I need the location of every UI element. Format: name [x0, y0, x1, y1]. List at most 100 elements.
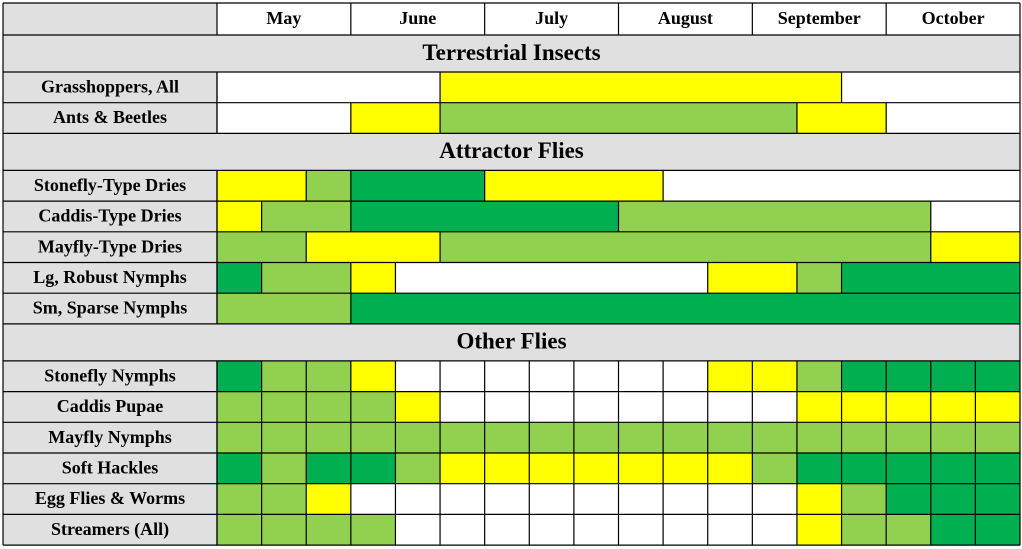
- season-cell: [217, 514, 262, 546]
- season-cell: [841, 422, 887, 453]
- season-cell: [975, 453, 1020, 484]
- section-band: [3, 323, 1020, 361]
- season-cell: [707, 360, 753, 392]
- season-cell: [930, 201, 1020, 232]
- season-cell: [841, 391, 887, 423]
- season-cell: [930, 391, 976, 423]
- season-cell: [306, 453, 351, 484]
- season-cell: [350, 262, 396, 294]
- season-cell: [395, 391, 441, 423]
- season-cell: [306, 170, 351, 202]
- season-cell: [886, 483, 931, 515]
- season-cell: [930, 360, 976, 392]
- season-cell: [752, 360, 797, 392]
- season-cell: [841, 72, 1020, 103]
- season-cell: [930, 422, 976, 453]
- season-cell: [261, 262, 351, 294]
- season-cell: [841, 483, 887, 515]
- season-cell: [217, 422, 262, 453]
- section-title: Other Flies: [456, 329, 566, 354]
- season-cell: [217, 170, 307, 202]
- season-cell: [484, 422, 530, 453]
- season-cell: [350, 483, 396, 515]
- month-header: June: [399, 8, 436, 28]
- section-title: Terrestrial Insects: [422, 40, 600, 65]
- section-band: [3, 133, 1020, 171]
- season-cell: [930, 453, 976, 484]
- section-band: [3, 35, 1020, 72]
- season-cell: [484, 453, 530, 484]
- season-cell: [841, 514, 887, 546]
- season-cell: [217, 453, 262, 484]
- season-cell: [886, 360, 931, 392]
- row-label: Mayfly-Type Dries: [38, 236, 182, 256]
- row-label: Stonefly Nymphs: [44, 365, 176, 385]
- season-cell: [440, 231, 931, 263]
- season-cell: [484, 391, 530, 423]
- season-cell: [350, 514, 396, 546]
- season-cell: [752, 422, 797, 453]
- row-label: Grasshoppers, All: [41, 76, 179, 96]
- season-cell: [529, 391, 574, 423]
- season-cell: [306, 231, 441, 263]
- season-cell: [752, 453, 797, 484]
- season-cell: [261, 360, 307, 392]
- season-cell: [796, 360, 842, 392]
- month-header: July: [535, 8, 568, 28]
- season-cell: [707, 391, 753, 423]
- season-cell: [930, 483, 976, 515]
- season-cell: [261, 483, 307, 515]
- season-cell: [440, 453, 485, 484]
- season-cell: [350, 201, 619, 232]
- row-label: Caddis-Type Dries: [38, 206, 181, 226]
- month-header: August: [658, 8, 713, 28]
- row-label: Stonefly-Type Dries: [34, 175, 186, 195]
- season-cell: [350, 391, 396, 423]
- season-cell: [440, 391, 485, 423]
- season-cell: [573, 422, 619, 453]
- season-cell: [261, 514, 307, 546]
- season-cell: [217, 483, 262, 515]
- season-cell: [886, 422, 931, 453]
- season-cell: [217, 201, 262, 232]
- month-header: October: [922, 8, 985, 28]
- season-cell: [217, 231, 307, 263]
- season-cell: [752, 514, 797, 546]
- season-cell: [796, 391, 842, 423]
- row-label: Mayfly Nymphs: [48, 427, 172, 447]
- season-cell: [663, 170, 1020, 202]
- season-cell: [796, 514, 842, 546]
- season-cell: [306, 483, 351, 515]
- season-cell: [618, 422, 664, 453]
- season-cell: [395, 453, 441, 484]
- season-cell: [886, 453, 931, 484]
- season-cell: [752, 483, 797, 515]
- season-cell: [796, 483, 842, 515]
- season-cell: [975, 391, 1020, 423]
- month-header: September: [778, 8, 861, 28]
- row-label: Ants & Beetles: [53, 107, 167, 127]
- season-cell: [217, 262, 262, 294]
- season-cell: [395, 514, 441, 546]
- row-label-cell: [3, 231, 217, 263]
- season-cell: [484, 170, 664, 202]
- row-label-cell: [3, 170, 217, 202]
- row-label-cell: [3, 293, 217, 324]
- season-cell: [663, 360, 708, 392]
- season-cell: [217, 391, 262, 423]
- season-cell: [306, 391, 351, 423]
- row-label-cell: [3, 360, 217, 392]
- season-cell: [395, 262, 708, 294]
- season-cell: [306, 422, 351, 453]
- season-cell: [217, 72, 441, 103]
- row-label-cell: [3, 201, 217, 232]
- season-cell: [573, 453, 619, 484]
- row-label-cell: [3, 483, 217, 515]
- season-cell: [440, 514, 485, 546]
- season-cell: [484, 514, 530, 546]
- season-cell: [930, 514, 976, 546]
- season-cell: [707, 483, 753, 515]
- season-cell: [618, 391, 664, 423]
- row-label-cell: [3, 391, 217, 423]
